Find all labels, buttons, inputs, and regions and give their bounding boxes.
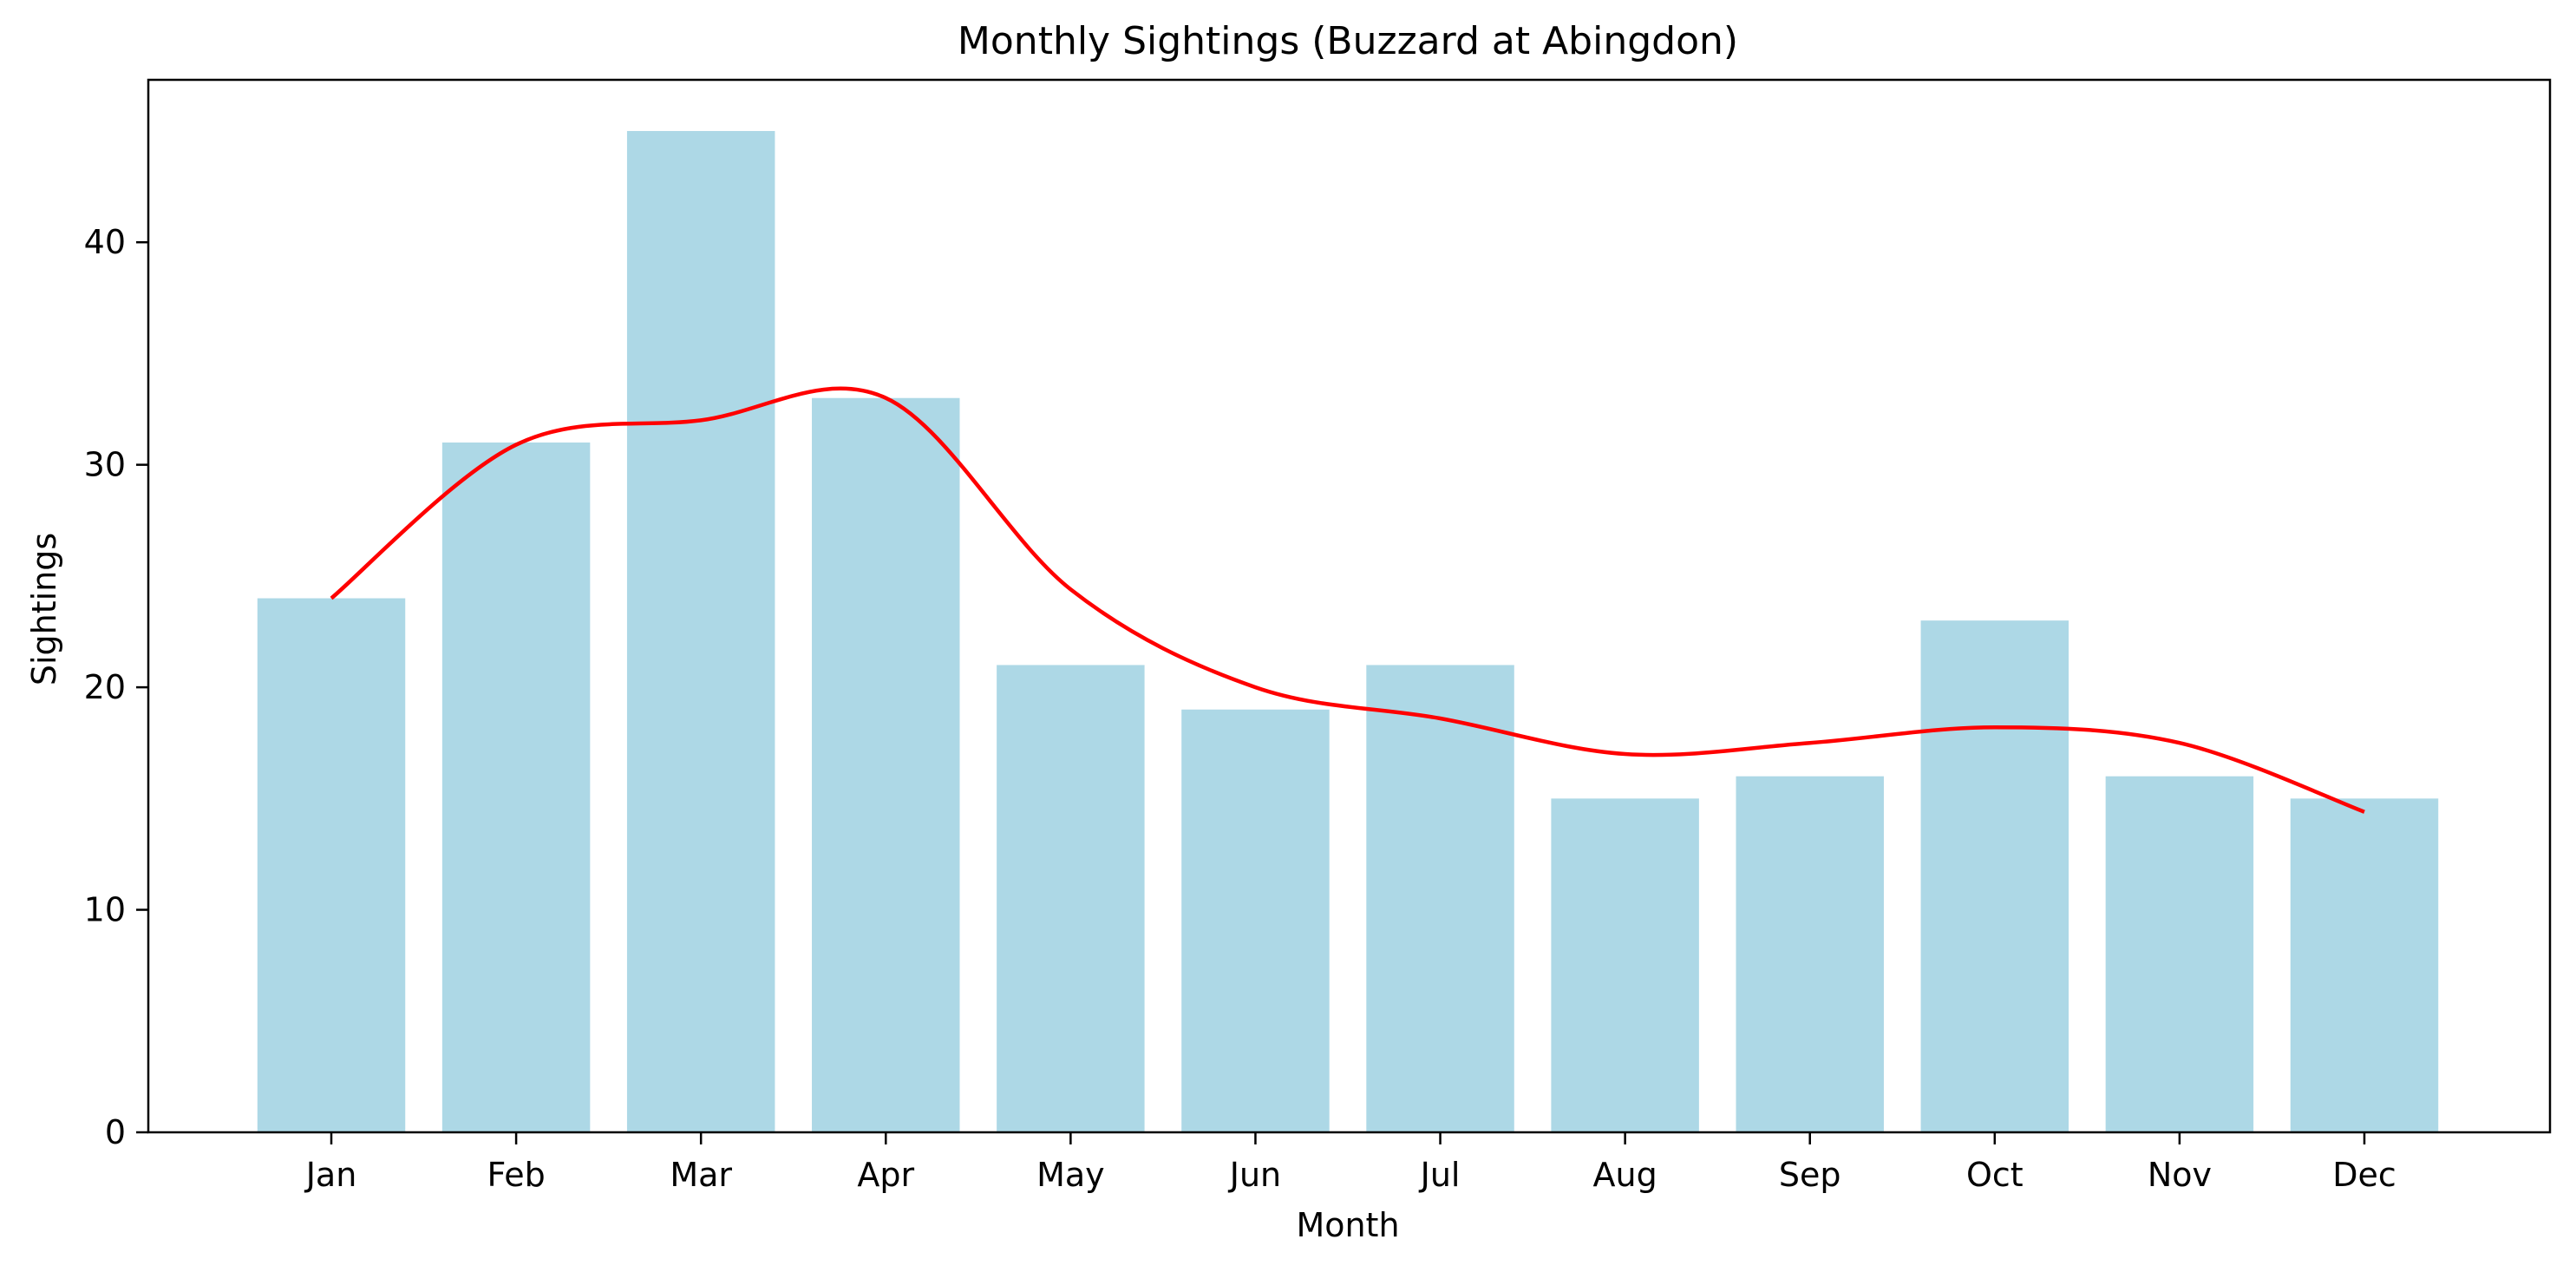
x-tick-label-jul: Jul — [1419, 1156, 1461, 1194]
y-tick-label-10: 10 — [84, 891, 126, 929]
x-tick-label-may: May — [1036, 1156, 1105, 1194]
x-tick-label-mar: Mar — [670, 1156, 732, 1194]
bars — [257, 130, 2439, 1132]
x-tick-label-nov: Nov — [2148, 1156, 2212, 1194]
y-tick-label-0: 0 — [105, 1113, 126, 1151]
y-axis-ticks: 0 10 20 30 40 — [84, 223, 148, 1151]
bar-mar — [626, 130, 775, 1132]
x-tick-label-dec: Dec — [2332, 1156, 2396, 1194]
x-tick-label-oct: Oct — [1966, 1156, 2024, 1194]
trend-layer — [330, 386, 2365, 814]
x-axis-ticks: Jan Feb Mar Apr May Jun Jul Aug Sep Oct Nov Dec — [304, 1132, 2396, 1194]
x-tick-label-feb: Feb — [487, 1156, 545, 1194]
bar-nov — [2105, 776, 2254, 1132]
bar-aug — [1551, 798, 1699, 1132]
y-tick-label-40: 40 — [84, 223, 126, 261]
bar-dec — [2290, 798, 2439, 1132]
x-tick-label-jun: Jun — [1228, 1156, 1281, 1194]
bar-apr — [812, 397, 960, 1132]
x-axis-label: Month — [1296, 1206, 1399, 1244]
y-tick-label-30: 30 — [84, 446, 126, 484]
y-tick-label-20: 20 — [84, 668, 126, 706]
bar-oct — [1920, 620, 2069, 1132]
trend-line — [330, 386, 2365, 814]
plot-frame — [147, 78, 2552, 1134]
bar-jul — [1366, 665, 1514, 1132]
chart-title: Monthly Sightings (Buzzard at Abingdon) — [958, 19, 1738, 63]
x-tick-label-jan: Jan — [304, 1156, 357, 1194]
y-axis-label: Sightings — [25, 533, 63, 685]
x-tick-label-apr: Apr — [857, 1156, 914, 1194]
bar-feb — [441, 443, 591, 1132]
bar-jan — [257, 598, 406, 1132]
bar-jun — [1181, 709, 1330, 1132]
bar-sep — [1736, 776, 1884, 1132]
x-tick-label-sep: Sep — [1779, 1156, 1841, 1194]
x-tick-label-aug: Aug — [1593, 1156, 1657, 1194]
bar-may — [997, 665, 1145, 1132]
